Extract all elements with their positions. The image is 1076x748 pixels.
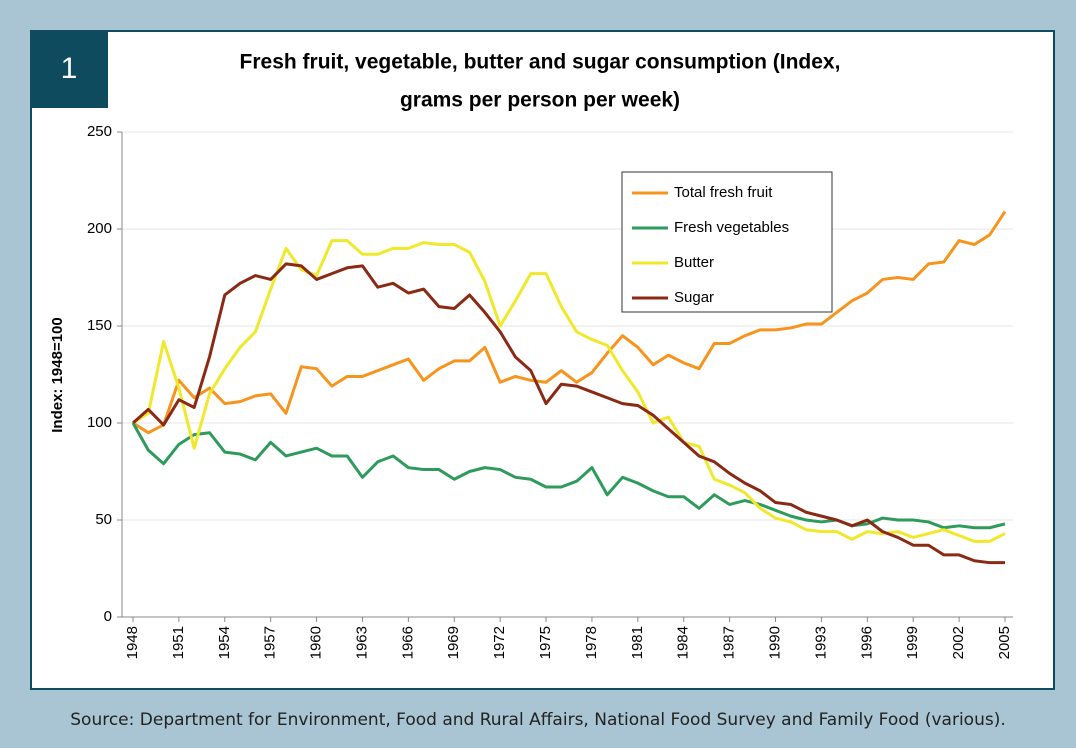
legend-label: Butter [674, 254, 714, 271]
series-line [131, 422, 1006, 530]
x-tick-label: 1957 [262, 626, 279, 659]
series-line [132, 210, 1007, 435]
source-note: Source: Department for Environment, Food… [70, 710, 1006, 730]
y-tick-label: 150 [87, 317, 112, 334]
legend-label: Fresh vegetables [674, 219, 789, 236]
x-tick-label: 1972 [491, 626, 508, 659]
x-tick-label: 1948 [124, 626, 141, 659]
chart: Fresh fruit, vegetable, butter and sugar… [49, 51, 1013, 659]
y-tick-label: 0 [104, 608, 112, 625]
y-axis-label: Index: 1948=100 [49, 317, 66, 433]
x-tick-label: 1969 [445, 626, 462, 659]
badge: 1 [30, 30, 108, 108]
x-tick-label: 1999 [904, 626, 921, 659]
x-tick-label: 1990 [766, 626, 783, 659]
x-tick-label: 1981 [629, 626, 646, 659]
x-tick-label: 1954 [216, 626, 233, 659]
x-tick-label: 1978 [583, 626, 600, 659]
x-tick-label: 1987 [721, 626, 738, 659]
x-tick-label: 1996 [858, 626, 875, 659]
legend-label: Sugar [674, 289, 714, 306]
x-tick-label: 2002 [950, 626, 967, 659]
series-line [132, 239, 1006, 543]
x-tick-label: 2005 [996, 626, 1013, 659]
x-tick-label: 1951 [170, 626, 187, 659]
x-tick-label: 1966 [399, 626, 416, 659]
x-tick-label: 1963 [353, 626, 370, 659]
x-tick-label: 1993 [812, 626, 829, 659]
legend-box [621, 171, 833, 313]
y-tick-label: 100 [87, 414, 112, 431]
chart-title: Fresh fruit, vegetable, butter and sugar… [240, 51, 841, 74]
x-tick-label: 1975 [537, 626, 554, 659]
chart-title: grams per person per week) [400, 89, 680, 112]
x-tick-label: 1960 [308, 626, 325, 659]
y-tick-label: 250 [87, 123, 112, 140]
y-tick-label: 50 [95, 511, 112, 528]
x-tick-label: 1984 [675, 626, 692, 659]
y-tick-label: 200 [87, 220, 112, 237]
legend-label: Total fresh fruit [674, 184, 773, 201]
chart-panel [30, 30, 1055, 690]
series-line [132, 262, 1005, 565]
